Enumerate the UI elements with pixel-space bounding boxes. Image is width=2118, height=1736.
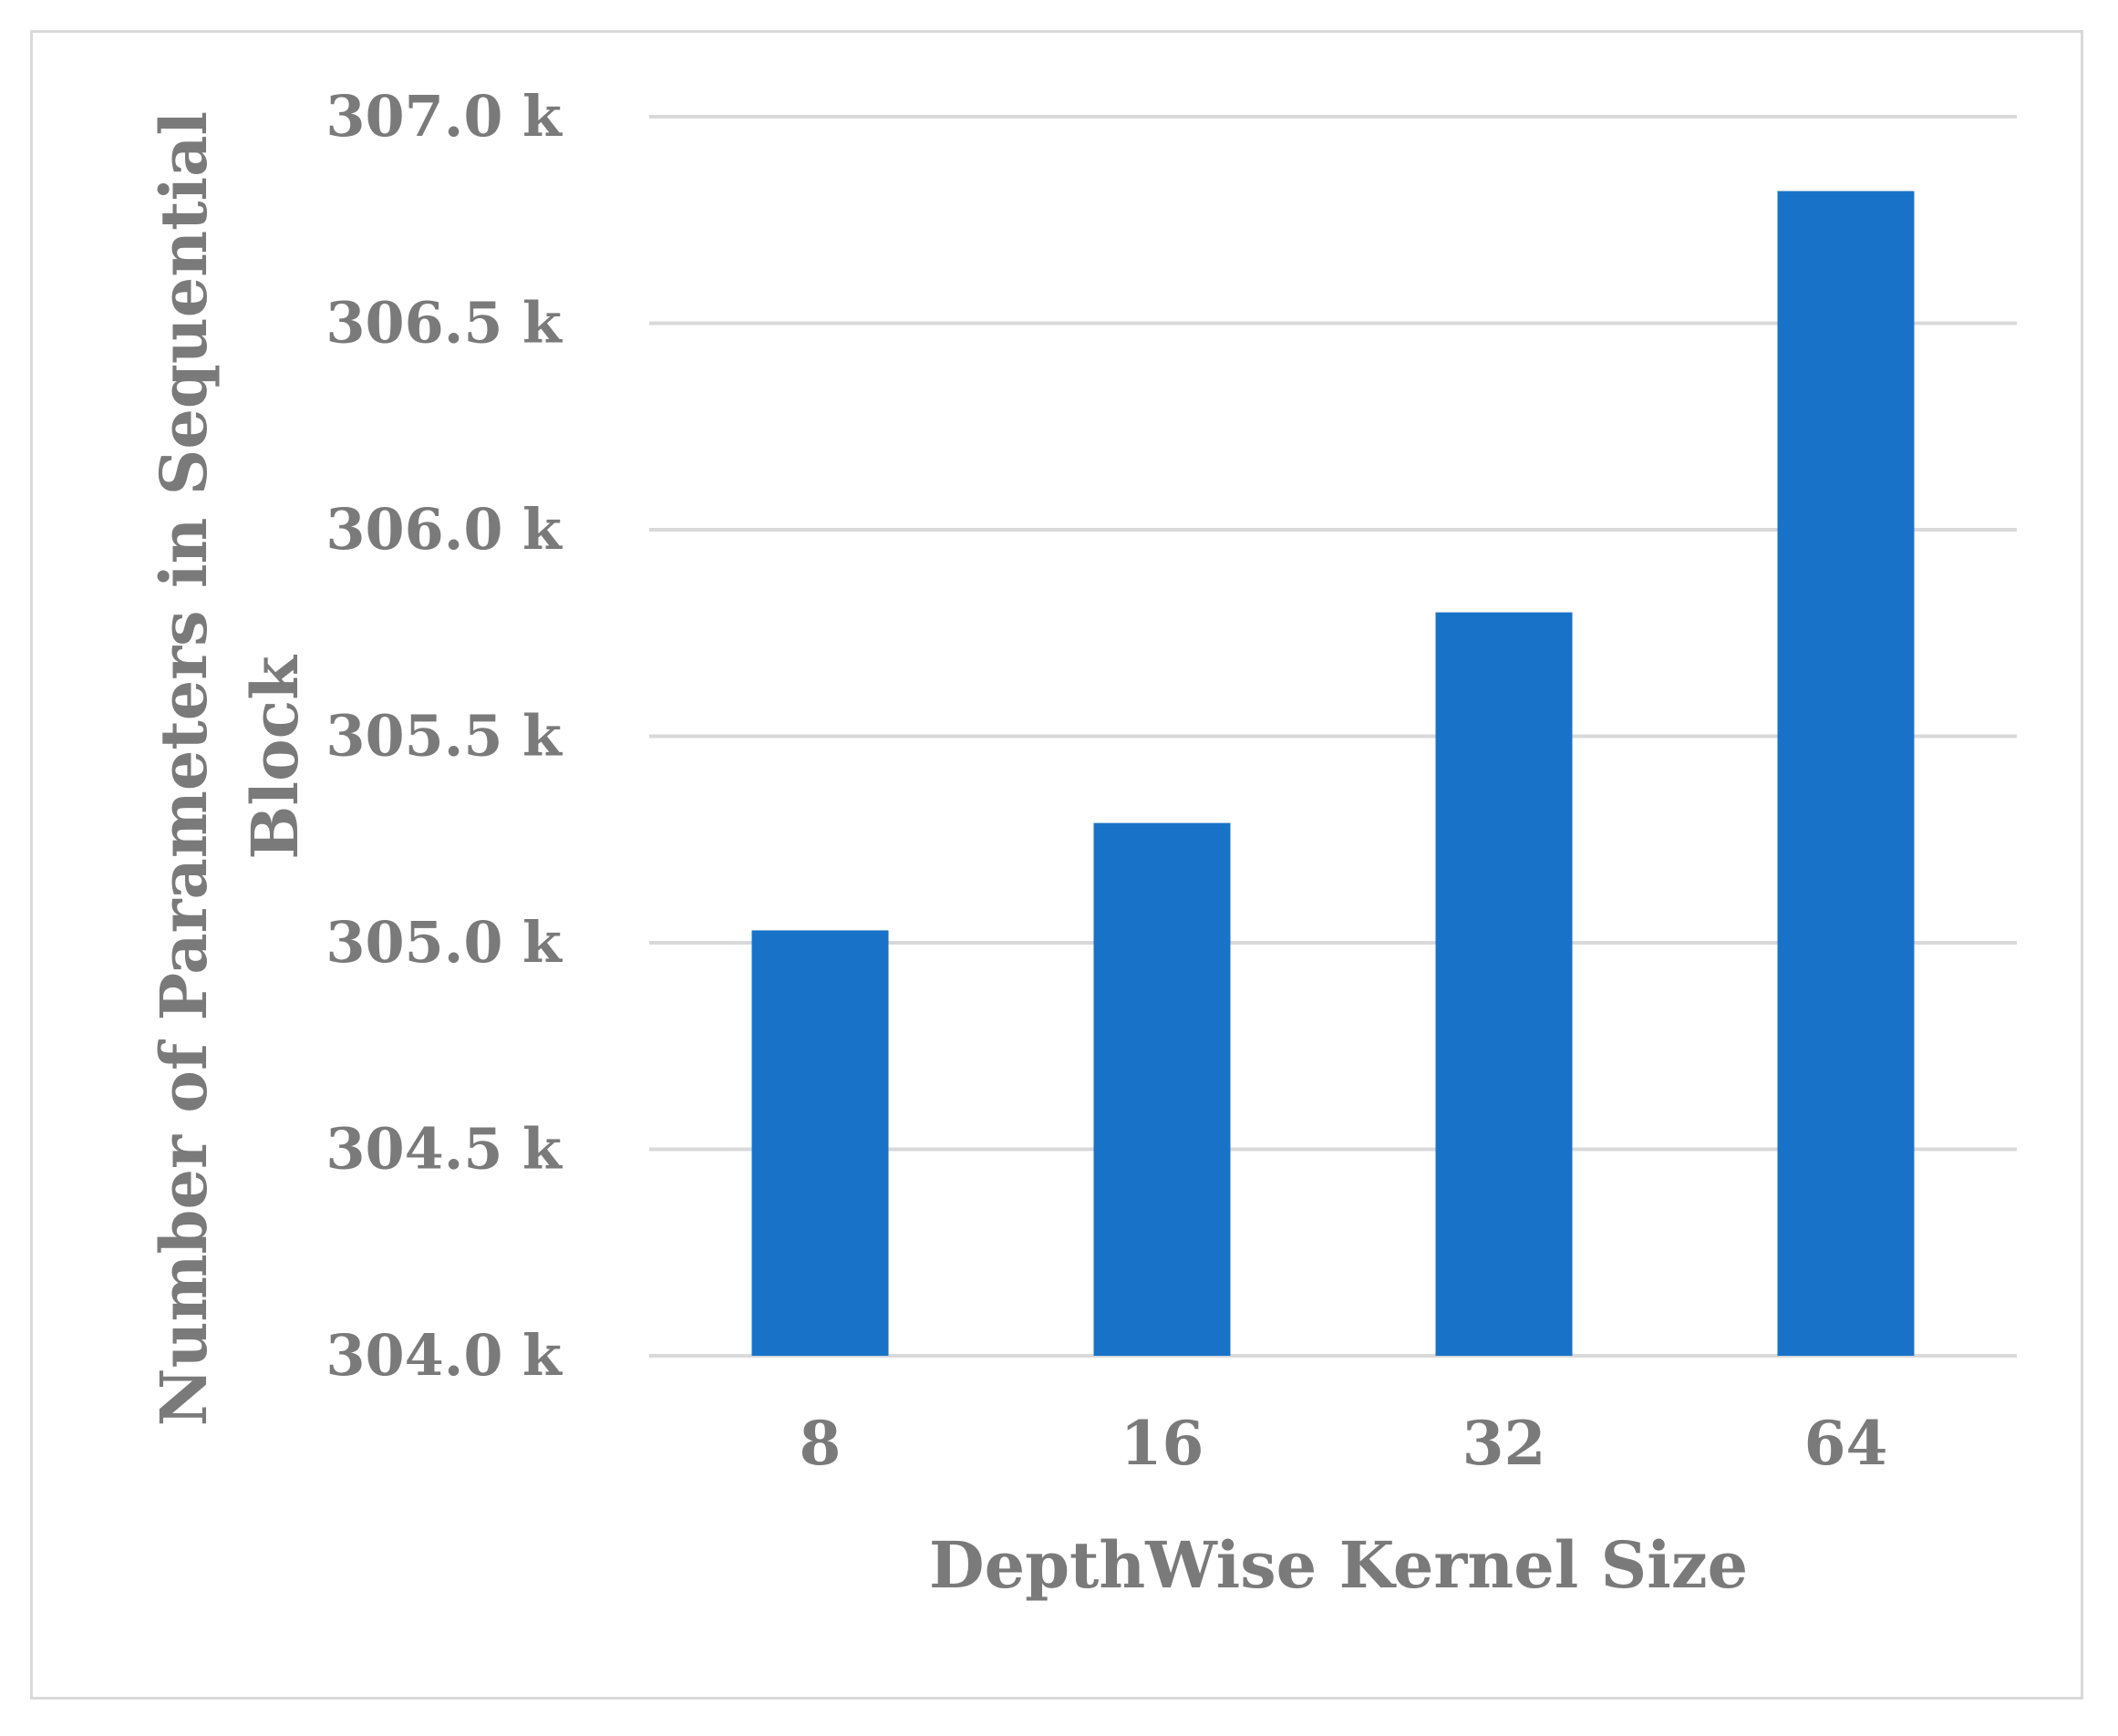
y-tick-label: 305.5 k bbox=[325, 703, 563, 770]
y-axis-ticks: 304.0 k 304.5 k 305.0 k 305.5 k 306.0 k 306.5… bbox=[325, 83, 563, 1389]
x-tick-label: 32 bbox=[1462, 1408, 1546, 1479]
y-tick-label: 307.0 k bbox=[325, 83, 563, 150]
x-tick-label: 16 bbox=[1121, 1408, 1204, 1479]
bar-chart: 304.0 k 304.5 k 305.0 k 305.5 k 306.0 k 306.5… bbox=[146, 83, 2017, 1603]
y-axis-title-line-1: Number of Parameters in Sequential bbox=[146, 111, 222, 1426]
bars bbox=[751, 191, 1915, 1356]
x-axis-title: DepthWise Kernel Size bbox=[929, 1527, 1748, 1603]
y-tick-label: 304.0 k bbox=[325, 1322, 563, 1389]
y-tick-label: 306.5 k bbox=[325, 290, 563, 356]
x-tick-label: 8 bbox=[800, 1408, 842, 1479]
y-axis-title: Number of Parameters in Sequential Block bbox=[146, 89, 313, 1427]
y-tick-label: 304.5 k bbox=[325, 1116, 563, 1183]
y-axis-title-line-2: Block bbox=[237, 655, 313, 860]
x-axis-ticks: 8 16 32 64 bbox=[800, 1408, 1888, 1479]
chart-frame: 304.0 k 304.5 k 305.0 k 305.5 k 306.0 k 306.5… bbox=[30, 30, 2083, 1700]
bar-32 bbox=[1435, 612, 1573, 1356]
bar-8 bbox=[751, 930, 889, 1356]
x-tick-label: 64 bbox=[1804, 1408, 1888, 1479]
y-tick-label: 306.0 k bbox=[325, 496, 563, 563]
bar-16 bbox=[1093, 822, 1231, 1356]
bar-64 bbox=[1777, 191, 1915, 1356]
y-tick-label: 305.0 k bbox=[325, 909, 563, 976]
